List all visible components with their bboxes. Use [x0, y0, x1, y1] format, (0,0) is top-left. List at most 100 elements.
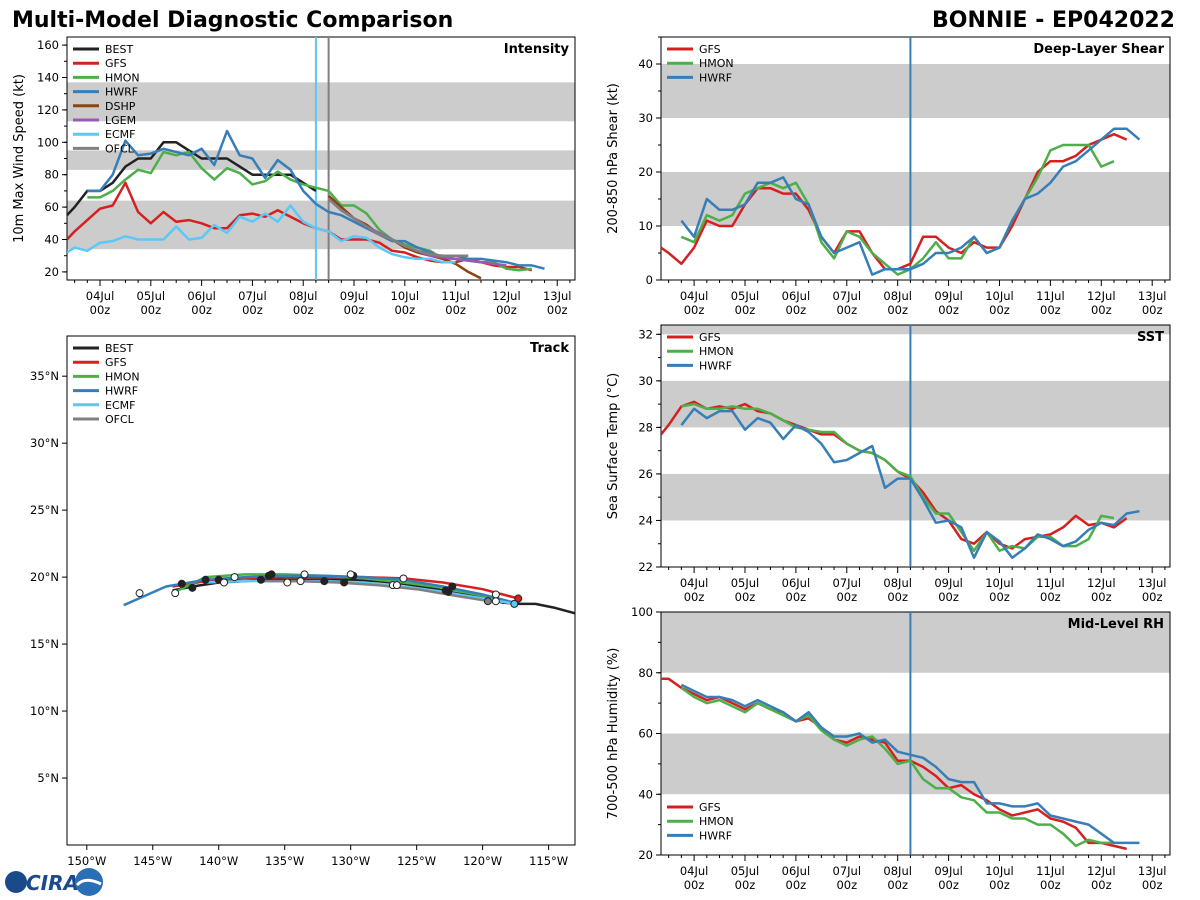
legend-label-dshp: DSHP	[105, 100, 136, 113]
y-tick-label: 24	[638, 513, 653, 527]
shade-band	[661, 172, 1170, 226]
track-point-best	[448, 582, 457, 591]
x-tick-hour-label: 00z	[1091, 303, 1112, 317]
x-tick-day-label: 06Jul	[782, 289, 811, 303]
x-tick-hour-label: 00z	[786, 303, 807, 317]
x-tick-hour-label: 00z	[684, 878, 705, 892]
y-tick-label: 40	[44, 233, 59, 247]
x-tick-day-label: 06Jul	[782, 576, 811, 590]
x-tick-day-label: 05Jul	[731, 864, 760, 878]
x-tick-hour-label: 00z	[140, 303, 161, 317]
track-point-gfs	[514, 594, 523, 603]
legend-label-hmon: HMON	[105, 370, 140, 383]
legend-label-hwrf: HWRF	[105, 385, 138, 398]
track-point-hmon	[283, 578, 292, 587]
x-tick-day-label: 11Jul	[1036, 864, 1065, 878]
y-tick-label: 35°N	[30, 369, 59, 383]
shade-band	[661, 325, 1170, 335]
y-tick-label: 20	[44, 265, 59, 279]
track-point-best	[188, 583, 197, 592]
y-tick-label: 5°N	[37, 771, 59, 785]
series-line-hwrf	[123, 574, 515, 607]
track-point-hwrf	[135, 589, 144, 598]
x-tick-hour-label: 00z	[293, 303, 314, 317]
x-tick-hour-label: 00z	[836, 303, 857, 317]
x-tick-day-label: 04Jul	[680, 289, 709, 303]
track-point-hwrf	[392, 581, 401, 590]
series-line-ecmf	[67, 204, 456, 264]
x-tick-hour-label: 00z	[1040, 590, 1061, 604]
legend-label-lgem: LGEM	[105, 114, 136, 127]
intensity-panel: Intensity 10m Max Wind Speed (kt) 20 40 60 80…	[12, 36, 576, 317]
x-tick-hour-label: 00z	[1142, 590, 1163, 604]
y-tick-label: 30	[638, 374, 653, 388]
legend-label-best: BEST	[105, 342, 133, 355]
shade-band	[661, 612, 1170, 673]
x-tick-hour-label: 00z	[786, 590, 807, 604]
x-tick-hour-label: 00z	[786, 878, 807, 892]
track-panel: Track 5°N 10°N 15°N 20°N 25°N 30°N 35°N 150°W 145…	[30, 335, 576, 868]
x-tick-hour-label: 00z	[1091, 590, 1112, 604]
y-tick-label: 120	[37, 103, 59, 117]
y-tick-label: 25°N	[30, 503, 59, 517]
y-tick-label: 22	[638, 560, 653, 574]
x-tick-label: 150°W	[67, 854, 106, 868]
x-tick-label: 120°W	[463, 854, 502, 868]
x-tick-day-label: 06Jul	[782, 864, 811, 878]
x-tick-hour-label: 00z	[191, 303, 212, 317]
series-line-gfs	[661, 677, 1127, 851]
legend-label-ofcl: OFCL	[105, 413, 135, 426]
y-tick-label: 15°N	[30, 637, 59, 651]
legend-label-hwrf: HWRF	[699, 829, 732, 842]
x-tick-hour-label: 00z	[242, 303, 263, 317]
series-line-hwrf	[87, 129, 545, 270]
x-tick-label: 115°W	[529, 854, 568, 868]
track-point-gfs	[300, 570, 309, 579]
legend-label-hmon: HMON	[105, 71, 140, 84]
y-tick-label: 28	[638, 420, 653, 434]
y-tick-label: 80	[638, 666, 653, 680]
y-tick-label: 20	[638, 848, 653, 862]
storm-title: BONNIE - EP042022	[932, 8, 1175, 33]
track-point-hmon	[491, 590, 500, 599]
track-point-gfs	[177, 579, 186, 588]
sst-panel-title: SST	[1137, 330, 1164, 345]
x-tick-day-label: 04Jul	[680, 576, 709, 590]
shade-band	[67, 82, 575, 122]
y-tick-label: 40	[638, 787, 653, 801]
x-tick-day-label: 09Jul	[340, 289, 369, 303]
y-tick-label: 10	[638, 219, 653, 233]
x-tick-day-label: 07Jul	[833, 289, 862, 303]
x-tick-hour-label: 00z	[547, 303, 568, 317]
x-tick-hour-label: 00z	[989, 878, 1010, 892]
x-tick-day-label: 04Jul	[86, 289, 115, 303]
x-tick-label: 125°W	[397, 854, 436, 868]
y-tick-label: 60	[44, 200, 59, 214]
x-tick-hour-label: 00z	[938, 590, 959, 604]
y-tick-label: 26	[638, 467, 653, 481]
x-tick-hour-label: 00z	[735, 590, 756, 604]
shear-panel: Deep-Layer Shear 200-850 hPa Shear (kt) 0 1…	[606, 36, 1171, 317]
series-line-hwrf	[680, 683, 1140, 845]
rh-panel: Mid-Level RH 700-500 hPa Humidity (%) 20 40…	[606, 605, 1171, 892]
x-tick-hour-label: 00z	[989, 303, 1010, 317]
x-tick-label: 130°W	[331, 854, 370, 868]
x-tick-day-label: 05Jul	[731, 289, 760, 303]
legend-label-hmon: HMON	[699, 815, 734, 828]
x-tick-day-label: 11Jul	[1036, 576, 1065, 590]
x-tick-hour-label: 00z	[938, 303, 959, 317]
figure-title: Multi-Model Diagnostic Comparison	[12, 8, 453, 33]
rh-panel-title: Mid-Level RH	[1068, 617, 1164, 632]
legend-label-gfs: GFS	[699, 331, 721, 344]
track-point-ecmf	[441, 586, 450, 595]
shear-ylabel: 200-850 hPa Shear (kt)	[606, 83, 621, 234]
x-tick-day-label: 12Jul	[1087, 289, 1116, 303]
x-tick-day-label: 13Jul	[1138, 864, 1167, 878]
x-tick-day-label: 11Jul	[1036, 289, 1065, 303]
y-tick-label: 60	[638, 727, 653, 741]
legend-label-hwrf: HWRF	[699, 359, 732, 372]
legend-label-ofcl: OFCL	[105, 142, 135, 155]
y-tick-label: 30	[638, 111, 653, 125]
x-tick-day-label: 05Jul	[137, 289, 166, 303]
